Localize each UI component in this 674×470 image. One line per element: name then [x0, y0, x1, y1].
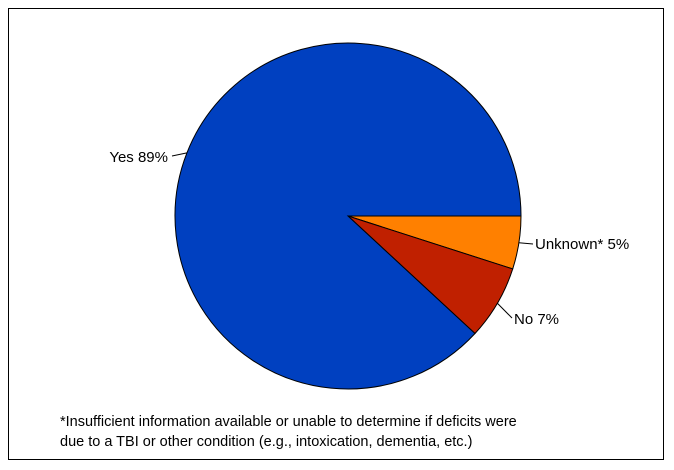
pie-slice-yes — [174, 42, 522, 390]
leader-line-yes — [171, 152, 188, 157]
slice-label-yes: Yes 89% — [109, 149, 168, 166]
footnote: *Insufficient information available or u… — [60, 412, 660, 452]
slice-label-no: No 7% — [514, 311, 559, 328]
footnote-line-1: *Insufficient information available or u… — [60, 414, 517, 430]
leader-line-unknown — [518, 242, 534, 245]
footnote-line-2: due to a TBI or other condition (e.g., i… — [60, 434, 473, 450]
slice-label-unknown: Unknown* 5% — [535, 236, 629, 253]
leader-line-no — [497, 302, 513, 319]
